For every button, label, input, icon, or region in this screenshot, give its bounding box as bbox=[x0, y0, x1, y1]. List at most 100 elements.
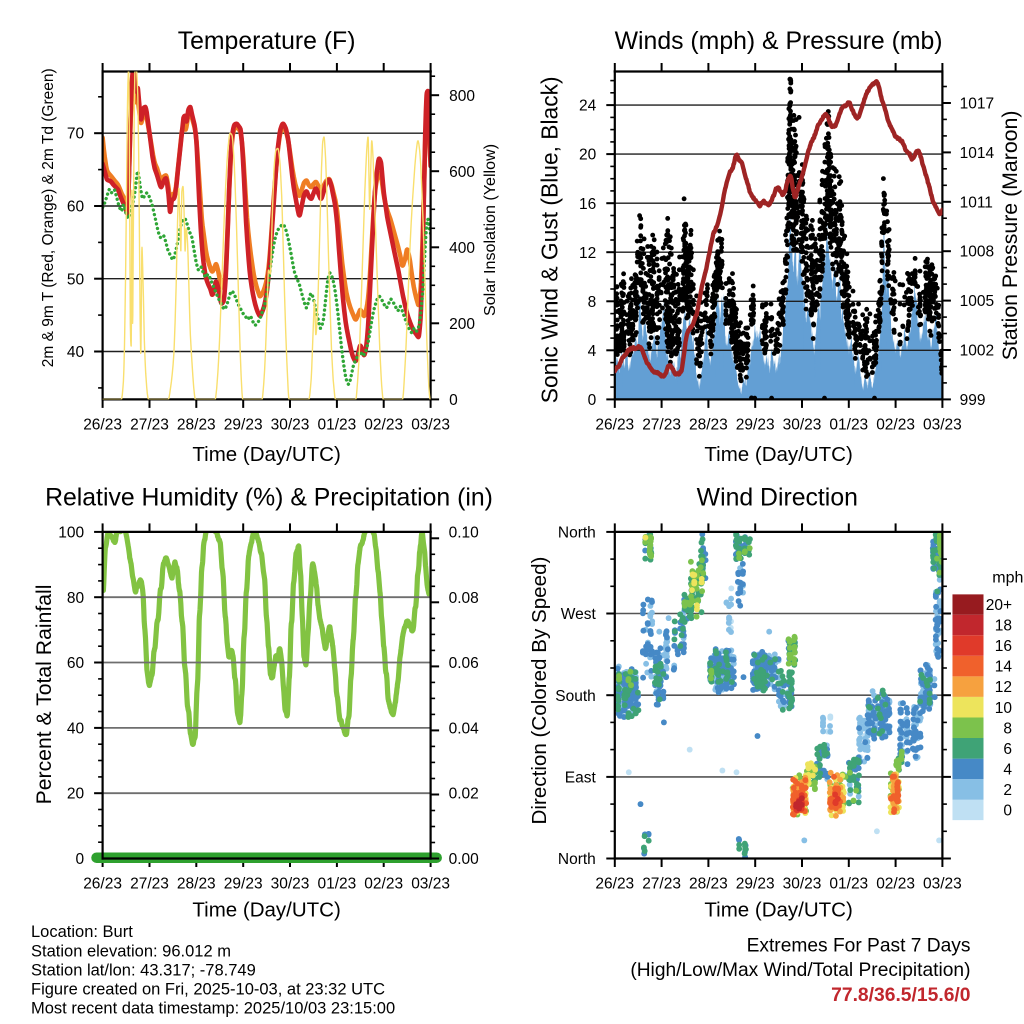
svg-text:100: 100 bbox=[58, 525, 84, 542]
svg-text:24: 24 bbox=[579, 98, 597, 115]
svg-text:2: 2 bbox=[1003, 782, 1012, 799]
svg-text:70: 70 bbox=[67, 126, 85, 143]
svg-text:0: 0 bbox=[449, 392, 458, 409]
svg-text:Temperature (F): Temperature (F) bbox=[178, 28, 356, 55]
svg-text:01/23: 01/23 bbox=[829, 876, 868, 893]
svg-text:14: 14 bbox=[995, 659, 1013, 676]
svg-text:60: 60 bbox=[67, 655, 85, 672]
svg-text:03/23: 03/23 bbox=[923, 876, 962, 893]
svg-text:0.00: 0.00 bbox=[449, 851, 480, 868]
svg-text:30/23: 30/23 bbox=[271, 416, 310, 433]
svg-text:27/23: 27/23 bbox=[130, 876, 169, 893]
svg-text:Time (Day/UTC): Time (Day/UTC) bbox=[704, 443, 852, 466]
svg-text:28/23: 28/23 bbox=[177, 416, 216, 433]
svg-text:North: North bbox=[558, 851, 596, 868]
svg-text:Percent & Total Rainfall: Percent & Total Rainfall bbox=[33, 585, 56, 805]
svg-text:02/23: 02/23 bbox=[364, 416, 403, 433]
svg-text:29/23: 29/23 bbox=[736, 416, 775, 433]
svg-text:Sonic Wind & Gust (Blue, Black: Sonic Wind & Gust (Blue, Black) bbox=[536, 76, 562, 403]
svg-text:1008: 1008 bbox=[960, 244, 994, 261]
svg-text:0.06: 0.06 bbox=[449, 655, 479, 672]
svg-text:02/23: 02/23 bbox=[876, 876, 915, 893]
svg-text:Station lat/lon: 43.317; -78.7: Station lat/lon: 43.317; -78.749 bbox=[31, 961, 256, 979]
svg-text:6: 6 bbox=[1003, 741, 1012, 758]
svg-text:4: 4 bbox=[588, 343, 597, 360]
svg-text:27/23: 27/23 bbox=[642, 876, 681, 893]
svg-text:800: 800 bbox=[449, 88, 475, 105]
svg-text:12: 12 bbox=[579, 245, 596, 262]
svg-text:80: 80 bbox=[67, 590, 85, 607]
svg-text:1002: 1002 bbox=[960, 343, 994, 360]
svg-text:Winds (mph) & Pressure (mb): Winds (mph) & Pressure (mb) bbox=[615, 28, 943, 55]
svg-text:East: East bbox=[565, 769, 597, 786]
svg-text:03/23: 03/23 bbox=[411, 876, 450, 893]
svg-text:mph: mph bbox=[992, 570, 1023, 587]
svg-text:1005: 1005 bbox=[960, 293, 994, 310]
svg-text:10: 10 bbox=[995, 700, 1013, 717]
svg-text:60: 60 bbox=[67, 199, 85, 216]
svg-text:999: 999 bbox=[960, 392, 986, 409]
svg-text:(High/Low/Max Wind/Total Preci: (High/Low/Max Wind/Total Precipitation) bbox=[630, 960, 970, 981]
svg-text:Direction (Colored By Speed): Direction (Colored By Speed) bbox=[528, 557, 551, 825]
svg-text:28/23: 28/23 bbox=[689, 876, 728, 893]
svg-text:Relative Humidity (%) & Precip: Relative Humidity (%) & Precipitation (i… bbox=[45, 485, 493, 512]
svg-text:16: 16 bbox=[995, 638, 1012, 655]
svg-text:200: 200 bbox=[449, 316, 475, 333]
svg-text:29/23: 29/23 bbox=[224, 416, 263, 433]
svg-text:0.04: 0.04 bbox=[449, 720, 480, 737]
svg-text:30/23: 30/23 bbox=[271, 876, 310, 893]
svg-text:400: 400 bbox=[449, 240, 475, 257]
svg-text:Extremes For Past 7 Days: Extremes For Past 7 Days bbox=[747, 936, 971, 957]
svg-text:8: 8 bbox=[1003, 720, 1012, 737]
svg-text:Time (Day/UTC): Time (Day/UTC) bbox=[192, 443, 340, 466]
svg-text:8: 8 bbox=[588, 294, 597, 311]
svg-text:0.02: 0.02 bbox=[449, 786, 479, 803]
svg-text:30/23: 30/23 bbox=[783, 416, 822, 433]
svg-text:28/23: 28/23 bbox=[177, 876, 216, 893]
svg-text:28/23: 28/23 bbox=[689, 416, 728, 433]
svg-text:26/23: 26/23 bbox=[83, 416, 122, 433]
svg-text:Station Pressure (Maroon): Station Pressure (Maroon) bbox=[998, 111, 1022, 361]
svg-text:03/23: 03/23 bbox=[411, 416, 450, 433]
svg-text:Time (Day/UTC): Time (Day/UTC) bbox=[704, 899, 852, 922]
svg-text:01/23: 01/23 bbox=[829, 416, 868, 433]
svg-text:29/23: 29/23 bbox=[736, 876, 775, 893]
svg-text:20+: 20+ bbox=[986, 597, 1012, 614]
svg-text:Figure created on Fri, 2025-10: Figure created on Fri, 2025-10-03, at 23… bbox=[31, 981, 385, 999]
svg-text:12: 12 bbox=[995, 679, 1012, 696]
svg-text:1014: 1014 bbox=[960, 145, 995, 162]
svg-text:03/23: 03/23 bbox=[923, 416, 962, 433]
svg-text:20: 20 bbox=[579, 147, 597, 164]
svg-text:0: 0 bbox=[1003, 803, 1012, 820]
svg-text:18: 18 bbox=[995, 618, 1012, 635]
svg-text:Location: Burt: Location: Burt bbox=[31, 923, 133, 941]
svg-text:16: 16 bbox=[579, 196, 596, 213]
svg-text:1011: 1011 bbox=[960, 194, 993, 211]
svg-text:30/23: 30/23 bbox=[783, 876, 822, 893]
svg-text:0: 0 bbox=[588, 392, 597, 409]
svg-text:29/23: 29/23 bbox=[224, 876, 263, 893]
svg-text:Time (Day/UTC): Time (Day/UTC) bbox=[192, 899, 340, 922]
svg-text:26/23: 26/23 bbox=[595, 416, 634, 433]
svg-text:West: West bbox=[561, 606, 597, 623]
svg-text:1017: 1017 bbox=[960, 96, 994, 113]
svg-text:02/23: 02/23 bbox=[876, 416, 915, 433]
svg-text:20: 20 bbox=[67, 786, 85, 803]
svg-text:Wind Direction: Wind Direction bbox=[697, 485, 858, 512]
svg-text:600: 600 bbox=[449, 164, 475, 181]
svg-text:50: 50 bbox=[67, 271, 85, 288]
svg-text:01/23: 01/23 bbox=[318, 416, 357, 433]
svg-text:01/23: 01/23 bbox=[318, 876, 357, 893]
svg-text:40: 40 bbox=[67, 344, 85, 361]
svg-text:27/23: 27/23 bbox=[130, 416, 169, 433]
svg-text:26/23: 26/23 bbox=[83, 876, 122, 893]
svg-text:27/23: 27/23 bbox=[642, 416, 681, 433]
svg-text:Station elevation: 96.012 m: Station elevation: 96.012 m bbox=[31, 942, 231, 960]
svg-text:02/23: 02/23 bbox=[364, 876, 403, 893]
svg-text:4: 4 bbox=[1003, 761, 1012, 778]
svg-text:0.08: 0.08 bbox=[449, 590, 479, 607]
svg-text:0: 0 bbox=[75, 851, 84, 868]
svg-text:26/23: 26/23 bbox=[595, 876, 634, 893]
svg-text:Most recent data timestamp: 20: Most recent data timestamp: 2025/10/03 2… bbox=[31, 1000, 395, 1018]
svg-text:0.10: 0.10 bbox=[449, 525, 480, 542]
